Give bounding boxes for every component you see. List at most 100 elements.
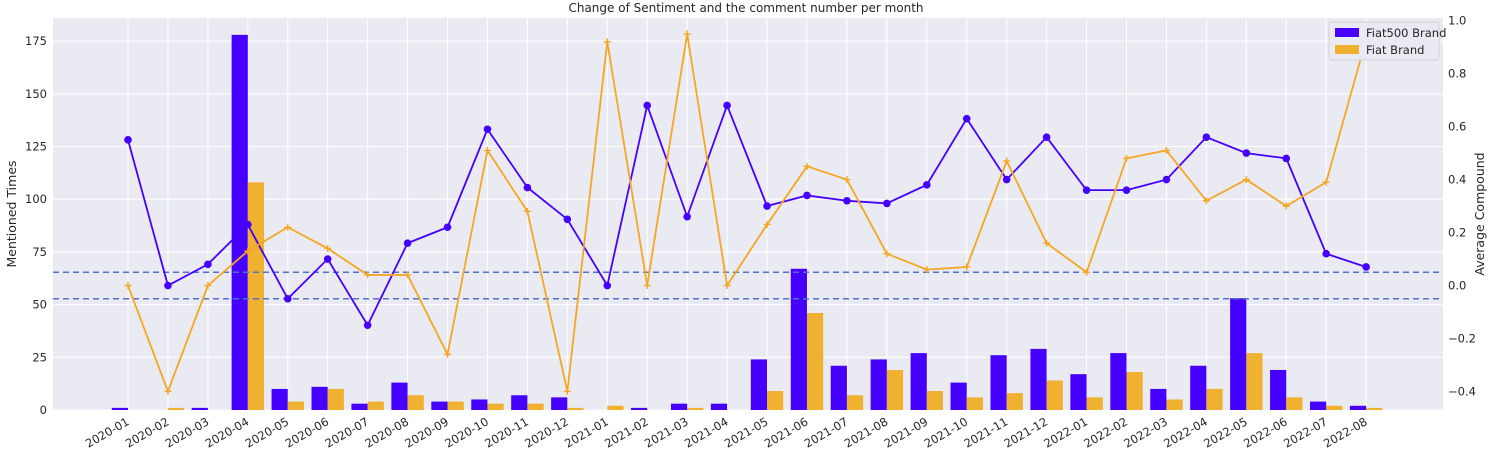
x-tick-label: 2021-11 <box>962 414 1011 450</box>
x-tick-label: 2020-05 <box>243 414 292 450</box>
x-tick-label: 2021-04 <box>682 414 731 450</box>
x-tick-label: 2021-05 <box>722 414 771 450</box>
point-fiat-2020-06 <box>324 244 332 252</box>
x-tick-label: 2020-01 <box>83 414 132 450</box>
point-fiat500-2022-08 <box>1362 263 1370 271</box>
x-tick-label: 2021-07 <box>802 414 851 450</box>
point-fiat-2021-12 <box>1043 239 1051 247</box>
x-tick-label: 2021-09 <box>882 414 931 450</box>
bar-fiat-2020-04 <box>247 182 265 410</box>
point-fiat-2021-09 <box>923 266 931 274</box>
bar-fiat-2020-11 <box>527 403 544 410</box>
bar-fiat-2022-04 <box>1206 388 1223 410</box>
point-fiat-2020-03 <box>204 282 212 290</box>
point-fiat500-2022-06 <box>1282 154 1291 163</box>
point-fiat-2020-08 <box>404 271 412 279</box>
legend: Fiat500 Brand Fiat Brand <box>1328 21 1446 61</box>
x-tick-label: 2022-02 <box>1081 414 1130 450</box>
bar-fiat500-2020-12 <box>551 397 568 410</box>
x-tick-label: 2022-06 <box>1241 414 1290 450</box>
bar-fiat500-2020-01 <box>111 407 128 410</box>
point-fiat500-2022-07 <box>1322 249 1330 258</box>
x-tick-label: 2020-09 <box>402 414 451 450</box>
bar-fiat-2020-06 <box>327 388 344 410</box>
x-tick-label: 2021-12 <box>1001 414 1050 450</box>
bar-fiat500-2022-04 <box>1190 365 1207 410</box>
point-fiat500-2021-09 <box>923 181 931 189</box>
legend-swatch <box>1335 45 1359 54</box>
point-fiat-2022-01 <box>1083 268 1091 276</box>
chart-title: Change of Sentiment and the comment numb… <box>568 1 923 15</box>
point-fiat500-2020-05 <box>283 294 292 303</box>
bar-fiat500-2020-06 <box>311 386 328 410</box>
bar-fiat500-2021-06 <box>790 268 807 410</box>
point-fiat-2022-03 <box>1162 146 1170 154</box>
x-tick-label: 2021-03 <box>642 414 691 450</box>
point-fiat500-2021-12 <box>1042 133 1051 141</box>
x-tick-label: 2020-06 <box>283 414 332 450</box>
bar-fiat500-2021-04 <box>710 403 728 410</box>
point-fiat500-2021-05 <box>763 202 771 210</box>
point-fiat500-2020-09 <box>443 223 452 232</box>
bar-fiat-2022-07 <box>1326 405 1343 410</box>
point-fiat500-2020-03 <box>204 260 212 269</box>
y2-tick-label: 0.0 <box>1448 279 1466 293</box>
bar-fiat500-2020-08 <box>391 382 408 410</box>
y-tick-label: 125 <box>25 140 47 154</box>
point-fiat500-2022-04 <box>1202 133 1211 141</box>
point-fiat-2020-12 <box>563 387 571 395</box>
y-tick-label: 175 <box>25 34 47 48</box>
x-tick-label: 2020-12 <box>522 414 571 450</box>
x-tick-label: 2020-11 <box>482 414 531 450</box>
bar-fiat-2021-03 <box>687 407 704 410</box>
bar-fiat-2020-08 <box>407 395 424 410</box>
point-fiat-2020-10 <box>483 146 491 154</box>
point-fiat-2021-05 <box>763 221 771 229</box>
bar-fiat-2021-07 <box>846 395 864 410</box>
bar-fiat-2021-09 <box>926 391 943 410</box>
bar-fiat-2022-08 <box>1366 407 1383 410</box>
bar-fiat500-2021-11 <box>990 355 1007 410</box>
x-tick-label: 2020-03 <box>163 414 212 450</box>
bar-fiat500-2021-03 <box>670 403 688 410</box>
bar-fiat500-2022-08 <box>1349 405 1367 410</box>
point-fiat500-2020-08 <box>403 239 412 247</box>
bar-fiat-2020-07 <box>367 401 384 410</box>
point-fiat-2020-04 <box>244 247 252 255</box>
x-tick-label: 2020-07 <box>323 414 372 450</box>
x-tick-label: 2021-08 <box>842 414 891 450</box>
point-fiat500-2022-05 <box>1242 149 1251 157</box>
y-axis-label: Mentioned Times <box>4 160 19 267</box>
y2-tick-label: 0.4 <box>1448 173 1466 187</box>
point-fiat-2021-01 <box>603 38 611 46</box>
y-tick-label: 0 <box>40 403 47 417</box>
point-fiat-2021-10 <box>963 263 971 271</box>
bar-fiat500-2020-09 <box>431 401 448 410</box>
y2-tick-label: −0.2 <box>1448 331 1476 345</box>
bar-fiat-2021-12 <box>1046 380 1063 410</box>
point-fiat-2022-07 <box>1322 178 1330 186</box>
point-fiat500-2020-02 <box>164 281 172 290</box>
legend-swatch <box>1335 28 1359 37</box>
bar-fiat500-2022-07 <box>1310 401 1327 410</box>
x-tick-label: 2021-06 <box>762 414 811 450</box>
y2-tick-label: −0.4 <box>1448 384 1476 398</box>
bar-fiat-2020-05 <box>287 401 304 410</box>
x-tick-label: 2022-01 <box>1041 414 1090 450</box>
legend-label: Fiat Brand <box>1366 43 1424 57</box>
point-fiat500-2020-06 <box>323 255 332 263</box>
bars <box>111 34 1383 410</box>
bar-fiat500-2021-12 <box>1030 348 1047 410</box>
point-fiat500-2021-03 <box>683 212 691 221</box>
y-tick-label: 100 <box>25 192 47 206</box>
x-tick-label: 2022-07 <box>1281 414 1330 450</box>
y-tick-label: 25 <box>32 350 47 364</box>
point-fiat500-2021-04 <box>723 101 731 110</box>
point-fiat-2021-02 <box>643 282 651 290</box>
bar-fiat-2021-05 <box>767 391 784 410</box>
bar-fiat500-2022-06 <box>1270 369 1287 410</box>
x-tick-label: 2022-08 <box>1321 414 1370 450</box>
point-fiat500-2021-07 <box>843 196 851 205</box>
bar-fiat500-2020-10 <box>471 399 488 410</box>
bar-fiat-2021-11 <box>1006 393 1023 410</box>
